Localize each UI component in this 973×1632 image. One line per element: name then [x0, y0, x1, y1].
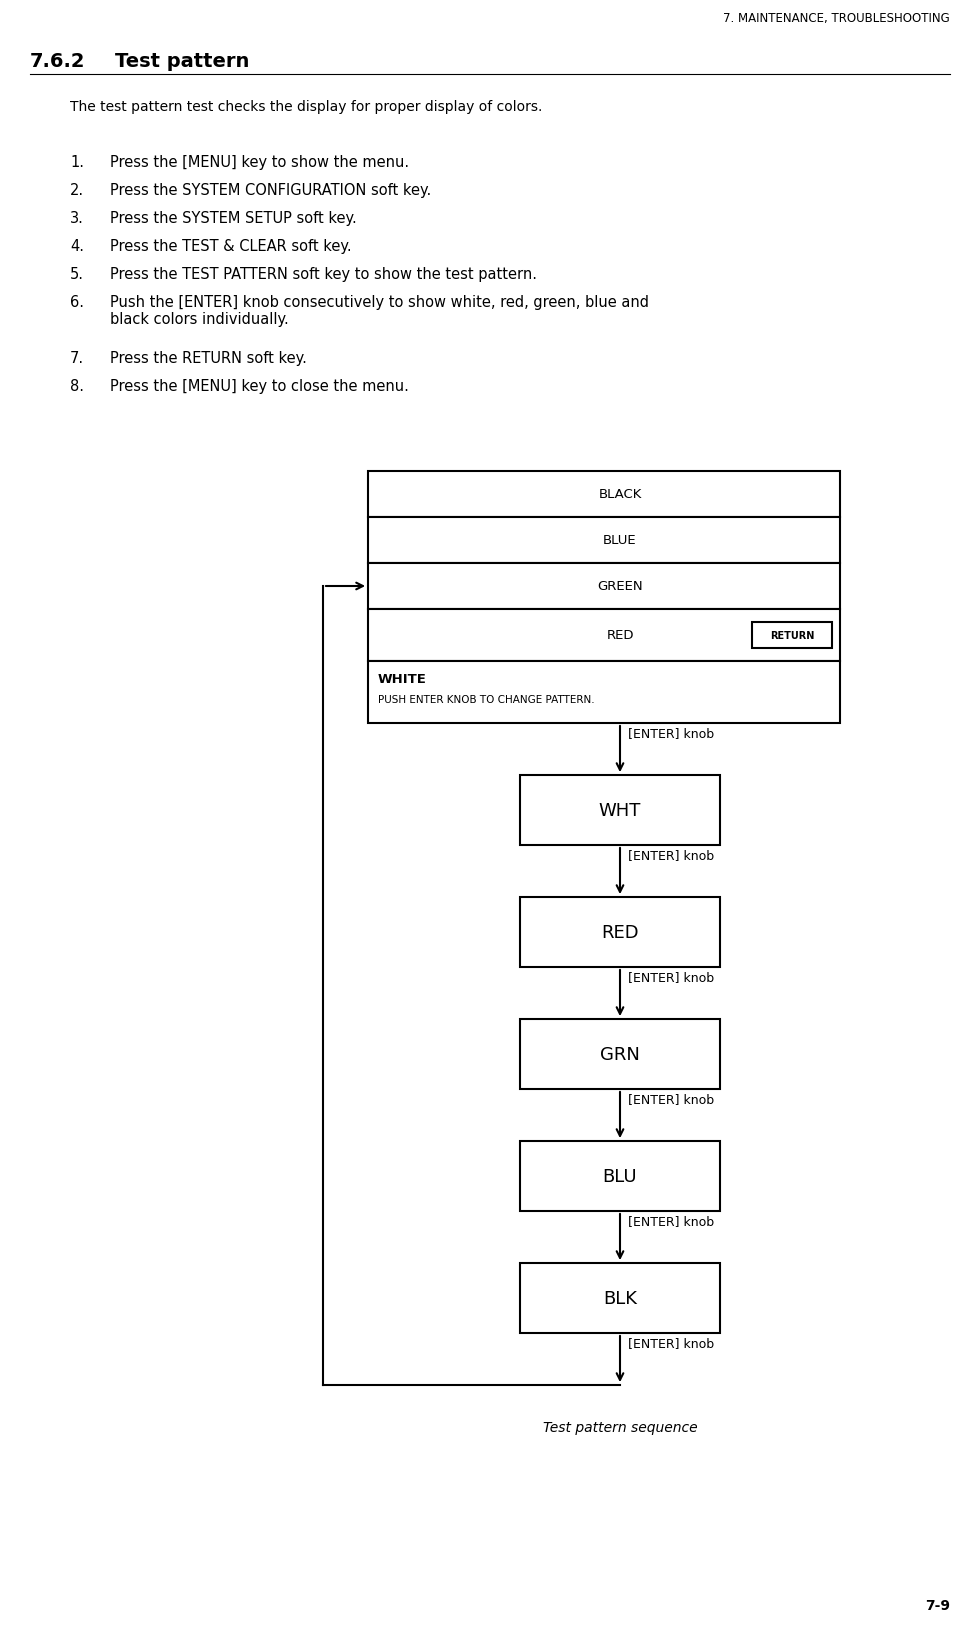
Text: [ENTER] knob: [ENTER] knob — [628, 1214, 714, 1227]
Bar — [520, 898, 720, 968]
Text: [ENTER] knob: [ENTER] knob — [628, 1092, 714, 1105]
Text: BLACK: BLACK — [598, 488, 641, 501]
Text: Press the SYSTEM SETUP soft key.: Press the SYSTEM SETUP soft key. — [110, 211, 357, 225]
Text: 7.: 7. — [70, 351, 84, 366]
Text: [ENTER] knob: [ENTER] knob — [628, 971, 714, 984]
Text: RETURN: RETURN — [770, 630, 814, 641]
Text: 7.6.2: 7.6.2 — [30, 52, 86, 70]
Text: Press the [MENU] key to show the menu.: Press the [MENU] key to show the menu. — [110, 155, 409, 170]
Text: BLUE: BLUE — [603, 534, 636, 547]
Text: Test pattern sequence: Test pattern sequence — [543, 1420, 698, 1435]
Text: WHT: WHT — [598, 801, 641, 819]
Text: Press the [MENU] key to close the menu.: Press the [MENU] key to close the menu. — [110, 379, 409, 393]
Text: RED: RED — [606, 628, 633, 641]
Text: BLK: BLK — [603, 1289, 637, 1307]
Text: 4.: 4. — [70, 238, 84, 255]
Text: BLU: BLU — [602, 1167, 637, 1185]
Text: Press the TEST PATTERN soft key to show the test pattern.: Press the TEST PATTERN soft key to show … — [110, 268, 537, 282]
Text: 1.: 1. — [70, 155, 84, 170]
Text: 2.: 2. — [70, 183, 84, 197]
Bar — [368, 472, 840, 517]
Text: 7. MAINTENANCE, TROUBLESHOOTING: 7. MAINTENANCE, TROUBLESHOOTING — [723, 11, 950, 24]
Bar — [752, 623, 832, 648]
Text: Press the RETURN soft key.: Press the RETURN soft key. — [110, 351, 306, 366]
Text: WHITE: WHITE — [378, 672, 427, 685]
Bar — [520, 1141, 720, 1211]
Text: PUSH ENTER KNOB TO CHANGE PATTERN.: PUSH ENTER KNOB TO CHANGE PATTERN. — [378, 695, 595, 705]
Text: The test pattern test checks the display for proper display of colors.: The test pattern test checks the display… — [70, 100, 542, 114]
Text: [ENTER] knob: [ENTER] knob — [628, 1337, 714, 1350]
Bar — [368, 517, 840, 563]
Text: 3.: 3. — [70, 211, 84, 225]
Bar — [368, 661, 840, 723]
Text: Test pattern: Test pattern — [115, 52, 249, 70]
Text: GRN: GRN — [600, 1046, 640, 1064]
Bar — [368, 610, 840, 661]
Text: 5.: 5. — [70, 268, 84, 282]
Text: [ENTER] knob: [ENTER] knob — [628, 849, 714, 862]
Text: 8.: 8. — [70, 379, 84, 393]
Bar — [520, 775, 720, 845]
Text: GREEN: GREEN — [597, 579, 643, 592]
Text: [ENTER] knob: [ENTER] knob — [628, 726, 714, 739]
Text: Press the SYSTEM CONFIGURATION soft key.: Press the SYSTEM CONFIGURATION soft key. — [110, 183, 431, 197]
Bar — [520, 1020, 720, 1089]
Text: RED: RED — [601, 924, 639, 942]
Bar — [520, 1263, 720, 1333]
Text: 7-9: 7-9 — [925, 1598, 950, 1612]
Text: Push the [ENTER] knob consecutively to show white, red, green, blue and
black co: Push the [ENTER] knob consecutively to s… — [110, 295, 649, 326]
Text: Press the TEST & CLEAR soft key.: Press the TEST & CLEAR soft key. — [110, 238, 351, 255]
Text: 6.: 6. — [70, 295, 84, 310]
Bar — [368, 563, 840, 610]
